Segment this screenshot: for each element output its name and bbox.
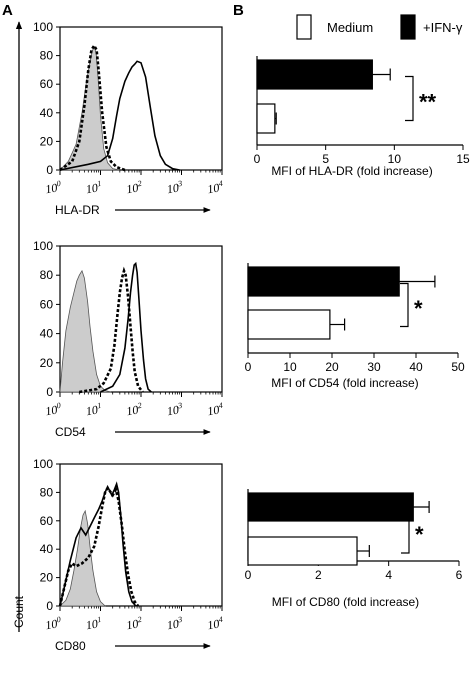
ifn-histogram [59,60,180,171]
bar-x-tick-label: 0 [254,152,261,166]
medium-histogram [58,485,140,607]
significance-bracket [400,282,409,328]
x-tick-label: 101 [85,179,103,197]
histogram-cd80: 0 20 40 60 80 100 100 101 102 103 104 CD80 [33,457,224,653]
panel-label-b: B [233,2,244,19]
bar-medium [247,536,358,566]
y-tick-label: 0 [46,385,53,399]
x-tick-label: 103 [166,615,184,633]
y-tick-label: 40 [40,106,54,120]
bar-x-tick-label: 2 [315,568,322,582]
x-tick-label: 102 [125,401,143,419]
significance-marker: * [414,296,423,321]
significance-bracket [405,75,414,122]
bar-medium [256,103,276,134]
panel-label-a: A [2,2,13,19]
y-tick-label: 100 [33,457,53,471]
y-tick-label: 20 [40,356,54,370]
bar-ifn [247,492,414,522]
x-tick-label: 100 [44,615,62,633]
legend-swatch-ifn [400,14,416,40]
significance-marker: * [415,522,424,547]
y-tick-label: 100 [33,239,53,253]
count-axis-label: Count [12,595,26,628]
bar-ifn [256,59,373,90]
bar-medium [247,309,331,340]
legend-swatch-medium [296,14,312,40]
ifn-histogram [59,481,137,607]
bar-chart-xlabel: MFI of CD80 (fold increase) [272,595,419,609]
histogram-xlabel: HLA-DR [55,203,100,217]
y-tick-label: 0 [46,163,53,177]
significance-marker: ** [419,90,437,115]
bar-x-tick-label: 50 [451,360,465,374]
x-tick-label: 101 [85,615,103,633]
bar-x-tick-label: 40 [409,360,423,374]
y-tick-label: 80 [40,485,54,499]
histogram-xlabel: CD80 [55,639,86,653]
y-tick-label: 60 [40,514,54,528]
ifn-histogram [100,261,152,393]
bar-x-tick-label: 0 [245,360,252,374]
medium-histogram [59,43,126,172]
y-tick-label: 100 [33,20,53,34]
x-tick-label: 102 [125,179,143,197]
x-tick-label: 100 [44,401,62,419]
isotype-histogram [59,509,107,607]
bar-x-tick-label: 4 [385,568,392,582]
x-tick-label: 103 [166,179,184,197]
bar-chart-xlabel: MFI of HLA-DR (fold increase) [271,164,432,178]
y-tick-label: 40 [40,327,54,341]
histogram-hla-dr: 0 20 40 60 80 100 100 101 102 103 104 HLA-DR [33,20,224,217]
isotype-histogram [59,269,111,393]
bar-chart-cd80: 0 2 4 6 MFI of CD80 (fold increase) * [245,489,463,609]
y-tick-label: 0 [46,599,53,613]
legend-label-medium: Medium [327,20,373,35]
y-tick-label: 20 [40,134,54,148]
bar-chart-xlabel: MFI of CD54 (fold increase) [271,376,418,390]
bar-x-tick-label: 10 [388,152,402,166]
bar-chart-hla-dr: 0 5 10 15 MFI of HLA-DR (fold increase) ** [254,56,470,178]
x-tick-label: 104 [206,615,224,633]
x-tick-label: 104 [206,179,224,197]
legend-label-ifn: +IFN-γ [423,20,463,35]
histogram-cd54: 0 20 40 60 80 100 100 101 102 103 104 CD54 [33,239,224,439]
bar-x-tick-label: 15 [456,152,470,166]
bar-x-tick-label: 0 [245,568,252,582]
x-tick-label: 103 [166,401,184,419]
y-tick-label: 40 [40,542,54,556]
bar-x-tick-label: 10 [283,360,297,374]
y-tick-label: 60 [40,77,54,91]
y-tick-label: 20 [40,571,54,585]
bar-x-tick-label: 30 [367,360,381,374]
y-tick-label: 80 [40,268,54,282]
legend: Medium +IFN-γ [296,14,463,40]
bar-x-tick-label: 6 [456,568,463,582]
significance-bracket [401,508,410,554]
histogram-xlabel: CD54 [55,425,86,439]
bar-ifn [247,266,400,297]
x-tick-label: 101 [85,401,103,419]
x-tick-label: 100 [44,179,62,197]
y-tick-label: 60 [40,297,54,311]
bar-x-tick-label: 5 [322,152,329,166]
y-tick-label: 80 [40,49,54,63]
bar-chart-cd54: 0 10 20 30 40 50 MFI of CD54 (fold increase) * [245,263,465,390]
x-tick-label: 104 [206,401,224,419]
x-tick-label: 102 [125,615,143,633]
bar-x-tick-label: 20 [325,360,339,374]
